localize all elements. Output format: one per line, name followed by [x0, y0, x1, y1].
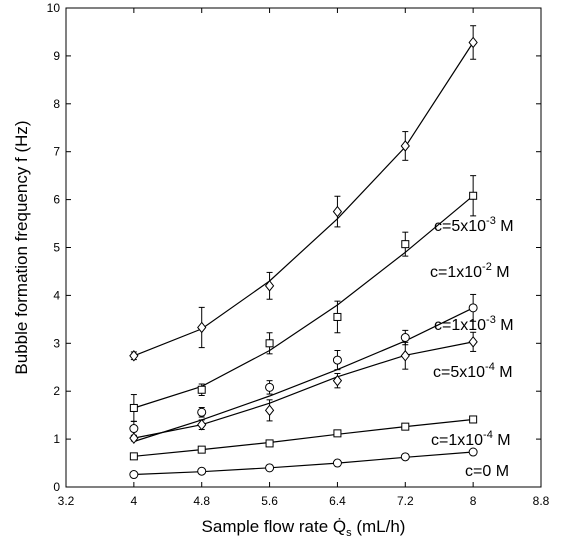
y-tick-label: 3 — [53, 336, 60, 350]
series-labels: c=1x10-2 M c=5x10-3 M c=1x10-3 M c=5x10-4 M… — [430, 215, 514, 480]
series-label: c=1x10-3 M — [434, 314, 514, 334]
data-point — [197, 407, 207, 417]
data-point — [469, 415, 478, 424]
axes — [65, 7, 542, 488]
x-tick-label: 8 — [470, 494, 477, 508]
fit-line — [133, 341, 474, 439]
x-axis-title: Sample flow rate Q̇s (mL/h) — [202, 517, 406, 539]
series-0 — [129, 25, 478, 362]
y-tick-label: 8 — [53, 97, 60, 111]
y-tick-label: 9 — [53, 49, 60, 63]
data-point — [197, 445, 206, 454]
x-tick-label: 6.4 — [329, 494, 346, 508]
data-point — [197, 385, 206, 394]
series-label: c=5x10-4 M — [433, 361, 513, 381]
data-point — [129, 470, 139, 480]
data-point — [264, 280, 275, 292]
data-point — [333, 312, 342, 321]
y-tick-label: 2 — [53, 384, 60, 398]
data-point — [197, 321, 207, 334]
y-tick-label: 6 — [53, 193, 60, 207]
data-point — [129, 403, 138, 412]
data-point — [468, 303, 478, 313]
series-4 — [129, 415, 478, 461]
series-label: c=1x10-4 M — [431, 429, 511, 449]
data-point — [400, 140, 410, 152]
data-point — [264, 404, 275, 417]
series-layer — [129, 25, 478, 480]
data-point — [265, 463, 275, 473]
fit-line — [133, 418, 474, 457]
y-axis-title: Bubble formation frequency f (Hz) — [12, 120, 31, 374]
data-point — [401, 422, 410, 431]
fit-line — [133, 451, 474, 476]
data-point — [400, 349, 410, 362]
data-point — [265, 339, 274, 348]
series-3 — [129, 331, 478, 444]
x-tick-label: 5.6 — [261, 494, 278, 508]
x-tick-label: 7.2 — [397, 494, 414, 508]
data-point — [468, 336, 478, 348]
data-point — [265, 439, 274, 448]
data-point — [333, 429, 342, 438]
data-point — [332, 205, 343, 218]
data-point — [265, 382, 275, 392]
data-point — [468, 36, 478, 49]
series-label: c=1x10-2 M — [430, 261, 510, 281]
y-tick-label: 5 — [53, 241, 60, 255]
data-point — [400, 452, 410, 462]
x-tick-label: 8.8 — [533, 494, 550, 508]
data-point — [468, 447, 478, 457]
series-label: c=0 M — [465, 463, 509, 480]
fit-line — [133, 307, 474, 443]
data-point — [197, 418, 207, 431]
data-point — [129, 349, 139, 362]
y-tick-label: 10 — [47, 1, 61, 15]
series-2 — [129, 293, 478, 443]
data-point — [332, 374, 343, 387]
data-point — [332, 458, 342, 468]
x-tick-label: 3.2 — [58, 494, 75, 508]
data-point — [129, 452, 138, 461]
series-1 — [129, 175, 478, 422]
data-point — [197, 466, 207, 476]
series-5 — [129, 447, 478, 480]
y-tick-label: 7 — [53, 145, 60, 159]
x-tick-label: 4.8 — [193, 494, 210, 508]
fit-line — [133, 42, 474, 357]
data-point — [129, 432, 139, 444]
data-point — [332, 355, 342, 365]
ticks: 3.2 4 4.8 5.6 6.4 7.2 8 8.8 0 1 2 3 4 5 6 7 8 9 10 — [47, 1, 550, 508]
x-tick-label: 4 — [131, 494, 138, 508]
y-tick-label: 0 — [53, 480, 60, 494]
data-point — [129, 424, 139, 434]
y-tick-label: 1 — [53, 432, 60, 446]
fit-line — [133, 195, 474, 409]
y-tick-label: 4 — [53, 288, 60, 302]
data-point — [401, 240, 410, 249]
series-label: c=5x10-3 M — [434, 215, 514, 235]
data-point — [400, 333, 410, 343]
plot-frame — [65, 7, 542, 488]
data-point — [469, 191, 478, 200]
